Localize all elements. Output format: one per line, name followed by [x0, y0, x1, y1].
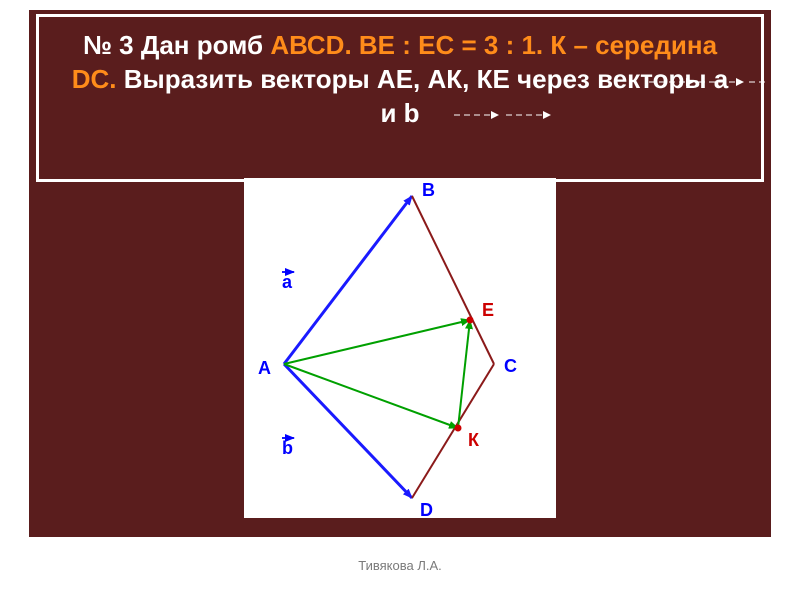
problem-title-text: № 3 Дан ромб АВСD. ВЕ : ЕС = 3 : 1. К – … — [63, 29, 737, 130]
svg-text:Е: Е — [482, 300, 494, 320]
author-label: Тивякова Л.А. — [0, 558, 800, 573]
svg-text:С: С — [504, 356, 517, 376]
svg-text:В: В — [422, 180, 435, 200]
svg-text:a: a — [282, 272, 293, 292]
problem-title: № 3 Дан ромб АВСD. ВЕ : ЕС = 3 : 1. К – … — [36, 14, 764, 182]
diagram-box: А В С D Е Кa b — [244, 178, 556, 518]
author-text: Тивякова Л.А. — [358, 558, 442, 573]
svg-text:А: А — [258, 358, 271, 378]
svg-text:b: b — [282, 438, 293, 458]
rhombus-diagram: А В С D Е Кa b — [244, 178, 556, 518]
slide: № 3 Дан ромб АВСD. ВЕ : ЕС = 3 : 1. К – … — [0, 0, 800, 600]
svg-text:К: К — [468, 430, 480, 450]
svg-text:D: D — [420, 500, 433, 518]
